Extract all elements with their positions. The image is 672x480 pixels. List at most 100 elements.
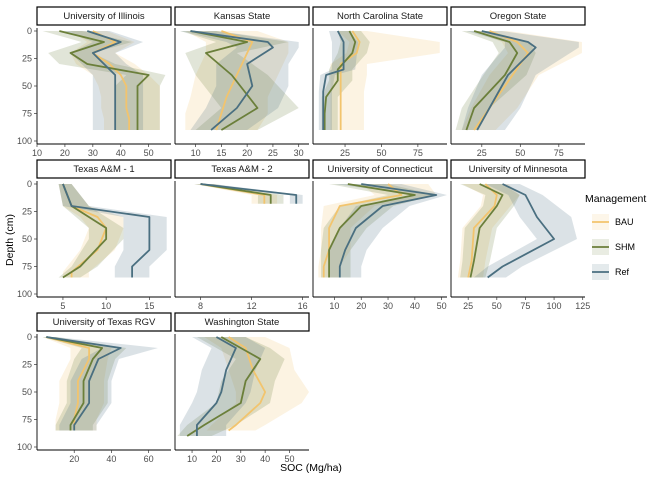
x-tick-label: 40 — [410, 301, 420, 311]
panel-washington-state: Washington State 10 20 30 40 50 — [174, 312, 310, 464]
band-ref — [329, 184, 447, 278]
x-tick-label: 10 — [191, 148, 201, 158]
y-tick-label: 0 — [27, 332, 32, 342]
x-tick-label: 75 — [413, 148, 423, 158]
line-ref — [86, 30, 122, 130]
band-bau — [330, 31, 440, 130]
x-tick-label: 25 — [463, 301, 473, 311]
x-tick-label: 20 — [60, 148, 70, 158]
x-tick-label: 30 — [294, 148, 304, 158]
plot-area — [180, 30, 299, 131]
y-tick-label: 100 — [17, 136, 32, 146]
x-tick-label: 25 — [340, 148, 350, 158]
band-bau — [42, 337, 112, 431]
x-tick-label: 15 — [216, 148, 226, 158]
x-tick-label: 75 — [520, 301, 530, 311]
strip-box — [174, 6, 310, 26]
x-tick-label: 10 — [32, 148, 42, 158]
line-shm — [323, 30, 357, 130]
plot-area — [42, 30, 166, 130]
x-tick-label: 30 — [88, 148, 98, 158]
line-ref — [476, 30, 537, 131]
strip-box — [312, 159, 448, 179]
legend-title: Management — [585, 193, 646, 205]
line-bau — [467, 183, 498, 278]
legend-label: SHM — [615, 242, 635, 252]
panel-texas-aandm-2: Texas A&M - 2 8 12 16 — [174, 159, 310, 311]
band-ref — [180, 31, 299, 130]
band-shm — [321, 184, 437, 278]
x-tick-label: 50 — [285, 454, 295, 464]
strip-box — [450, 6, 586, 26]
line-shm — [469, 183, 504, 278]
band-bau — [457, 184, 520, 278]
y-tick-label: 0 — [27, 26, 32, 36]
x-tick-label: 30 — [383, 301, 393, 311]
legend-entries: BAU SHM Ref — [592, 214, 635, 280]
line-shm — [465, 30, 519, 131]
panel-texas-aandm-1: Texas A&M - 1 5 10 15 0 25 50 75 100 — [17, 159, 172, 311]
legend: Management BAU SHM Ref — [585, 193, 646, 280]
plot-area — [318, 183, 447, 278]
y-axis-title: Depth (cm) — [4, 214, 16, 266]
legend-entry-ref: Ref — [592, 264, 630, 280]
strip-title: Kansas State — [214, 11, 271, 22]
panel-kansas-state: Kansas State 10 15 20 25 30 — [174, 6, 310, 158]
strip-box — [312, 6, 448, 26]
band-shm — [194, 184, 284, 204]
y-tick-label: 50 — [22, 387, 32, 397]
legend-label: Ref — [615, 267, 630, 277]
strip-box — [36, 6, 172, 26]
y-tick-label: 50 — [22, 234, 32, 244]
y-tick-label: 75 — [22, 109, 32, 119]
strip-title: Texas A&M - 2 — [211, 164, 272, 175]
line-shm — [328, 183, 416, 278]
band-shm — [42, 337, 127, 431]
x-tick-label: 60 — [144, 454, 154, 464]
line-shm — [59, 30, 150, 130]
plot-area — [194, 183, 303, 204]
plot-area — [457, 183, 577, 279]
line-bau — [215, 30, 254, 131]
line-ref — [338, 183, 438, 278]
x-tick-label: 50 — [492, 301, 502, 311]
line-ref — [190, 30, 274, 131]
line-shm — [46, 336, 104, 431]
line-bau — [91, 30, 131, 130]
line-ref — [196, 336, 237, 436]
strip-title: Oregon State — [490, 11, 547, 22]
band-ref — [42, 337, 158, 431]
strip-title: Washington State — [205, 317, 280, 328]
line-bau — [322, 183, 403, 278]
x-tick-label: 40 — [106, 454, 116, 464]
y-tick-label: 25 — [22, 207, 32, 217]
x-tick-label: 20 — [242, 148, 252, 158]
x-tick-label: 50 — [515, 148, 525, 158]
strip-box — [174, 159, 310, 179]
plot-area — [58, 183, 167, 279]
band-ref — [64, 31, 144, 130]
x-tick-label: 15 — [144, 301, 154, 311]
band-bau — [318, 184, 437, 278]
y-tick-label: 25 — [22, 54, 32, 64]
strip-box — [174, 312, 310, 332]
y-tick-label: 0 — [27, 179, 32, 189]
line-shm — [190, 30, 259, 131]
x-tick-label: 10 — [329, 301, 339, 311]
x-tick-label: 25 — [268, 148, 278, 158]
x-axis-title: SOC (Mg/ha) — [280, 462, 342, 474]
x-tick-label: 10 — [187, 454, 197, 464]
legend-label: BAU — [615, 217, 634, 227]
y-tick-label: 75 — [22, 262, 32, 272]
x-tick-label: 50 — [437, 301, 447, 311]
strip-title: North Carolina State — [337, 11, 423, 22]
x-tick-label: 10 — [101, 301, 111, 311]
x-tick-label: 30 — [236, 454, 246, 464]
panel-university-of-texas-rgv: University of Texas RGV 20 40 60 0 25 50 75 100 — [17, 312, 172, 464]
x-tick-label: 75 — [554, 148, 564, 158]
plot-area — [318, 30, 440, 130]
panel-north-carolina-state: North Carolina State 25 50 75 — [312, 6, 448, 158]
line-ref — [46, 336, 122, 431]
x-tick-label: 16 — [298, 301, 308, 311]
